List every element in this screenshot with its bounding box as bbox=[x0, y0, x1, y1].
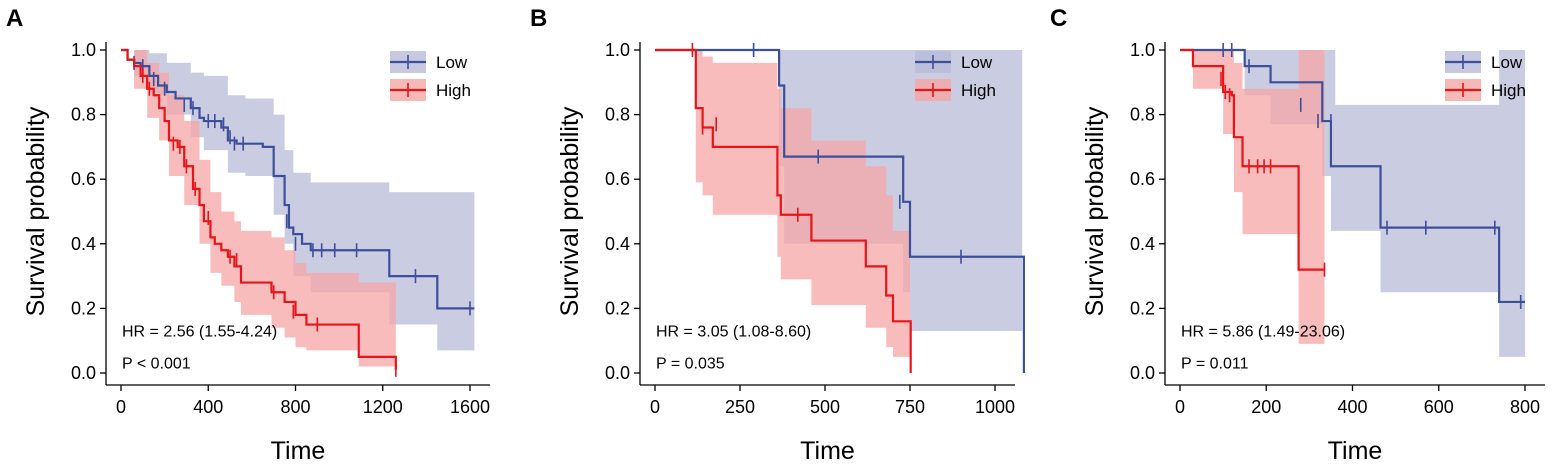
y-tick-label: 0.8 bbox=[71, 105, 96, 125]
legend-label-high: High bbox=[1491, 81, 1526, 100]
y-axis-title: Survival probability bbox=[1081, 106, 1109, 316]
x-tick-label: 1000 bbox=[975, 397, 1015, 417]
y-tick-label: 0.8 bbox=[1130, 105, 1155, 125]
x-tick-label: 500 bbox=[810, 397, 840, 417]
y-tick-label: 0.2 bbox=[605, 298, 630, 318]
survival-curve-high bbox=[655, 48, 912, 373]
x-tick-label: 0 bbox=[650, 397, 660, 417]
panel-letter: B bbox=[530, 5, 547, 32]
y-tick-label: 0.6 bbox=[1130, 169, 1155, 189]
y-tick-label: 0.0 bbox=[71, 363, 96, 383]
y-tick-label: 0.6 bbox=[71, 169, 96, 189]
legend-label-low: Low bbox=[436, 53, 468, 72]
ci-band-low bbox=[121, 50, 475, 351]
x-tick-label: 750 bbox=[895, 397, 925, 417]
x-axis-title: Time bbox=[271, 437, 326, 465]
y-tick-label: 1.0 bbox=[605, 40, 630, 60]
survival-curve-low bbox=[1180, 48, 1525, 304]
survival-curve-high bbox=[1180, 48, 1325, 271]
x-tick-label: 1600 bbox=[450, 397, 490, 417]
x-axis-title: Time bbox=[800, 437, 855, 465]
y-tick-label: 0.4 bbox=[605, 234, 630, 254]
panel-c: C 0.0 0.2 0.4 0.6 0.8 1.0 0 200 400 600 800 Time Surv… bbox=[1050, 5, 1545, 465]
x-tick-label: 400 bbox=[193, 397, 223, 417]
x-tick-label: 800 bbox=[280, 397, 310, 417]
ci-band-high bbox=[1180, 50, 1325, 344]
panel-letter: C bbox=[1050, 5, 1067, 32]
hazard-ratio-label: HR = 5.86 (1.49-23.06) bbox=[1181, 324, 1345, 341]
x-tick-label: 600 bbox=[1424, 397, 1454, 417]
x-tick-label: 0 bbox=[1175, 397, 1185, 417]
y-axis-title: Survival probability bbox=[22, 106, 50, 316]
x-tick-label: 250 bbox=[725, 397, 755, 417]
p-value-label: P = 0.035 bbox=[656, 356, 725, 373]
legend-label-low: Low bbox=[961, 53, 993, 72]
hazard-ratio-label: HR = 2.56 (1.55-4.24) bbox=[122, 324, 277, 341]
survival-curve-low bbox=[655, 48, 1025, 373]
x-tick-label: 200 bbox=[1251, 397, 1281, 417]
legend-label-high: High bbox=[436, 81, 471, 100]
hazard-ratio-label: HR = 3.05 (1.08-8.60) bbox=[656, 324, 811, 341]
panel-a: A 0.0 0.2 0.4 0.6 0.8 1.0 0 400 800 1200 1600 Time Su… bbox=[6, 5, 490, 465]
ci-band-high bbox=[655, 50, 910, 357]
y-axis-title: Survival probability bbox=[556, 106, 584, 316]
y-tick-label: 0.4 bbox=[1130, 234, 1155, 254]
y-tick-label: 0.0 bbox=[605, 363, 630, 383]
y-tick-label: 0.4 bbox=[71, 234, 96, 254]
panel-letter: A bbox=[6, 5, 23, 32]
p-value-label: P < 0.001 bbox=[122, 356, 191, 373]
x-axis-title: Time bbox=[1328, 437, 1383, 465]
survival-curve-low bbox=[121, 48, 475, 310]
y-tick-label: 0.2 bbox=[1130, 298, 1155, 318]
x-tick-label: 800 bbox=[1510, 397, 1540, 417]
y-tick-label: 0.2 bbox=[71, 298, 96, 318]
ci-band-low bbox=[1180, 50, 1525, 357]
survival-curve-high bbox=[121, 48, 397, 370]
ci-band-high bbox=[121, 50, 396, 373]
panel-b: B 0.0 0.2 0.4 0.6 0.8 1.0 0 250 500 750 1000 Time Sur… bbox=[530, 5, 1025, 465]
legend-label-high: High bbox=[961, 81, 996, 100]
x-tick-label: 400 bbox=[1337, 397, 1367, 417]
x-tick-label: 1200 bbox=[363, 397, 403, 417]
y-tick-label: 1.0 bbox=[71, 40, 96, 60]
legend-label-low: Low bbox=[1491, 53, 1523, 72]
y-tick-label: 0.0 bbox=[1130, 363, 1155, 383]
x-tick-label: 0 bbox=[116, 397, 126, 417]
p-value-label: P = 0.011 bbox=[1181, 356, 1249, 373]
y-tick-label: 1.0 bbox=[1130, 40, 1155, 60]
y-tick-label: 0.6 bbox=[605, 169, 630, 189]
y-tick-label: 0.8 bbox=[605, 105, 630, 125]
